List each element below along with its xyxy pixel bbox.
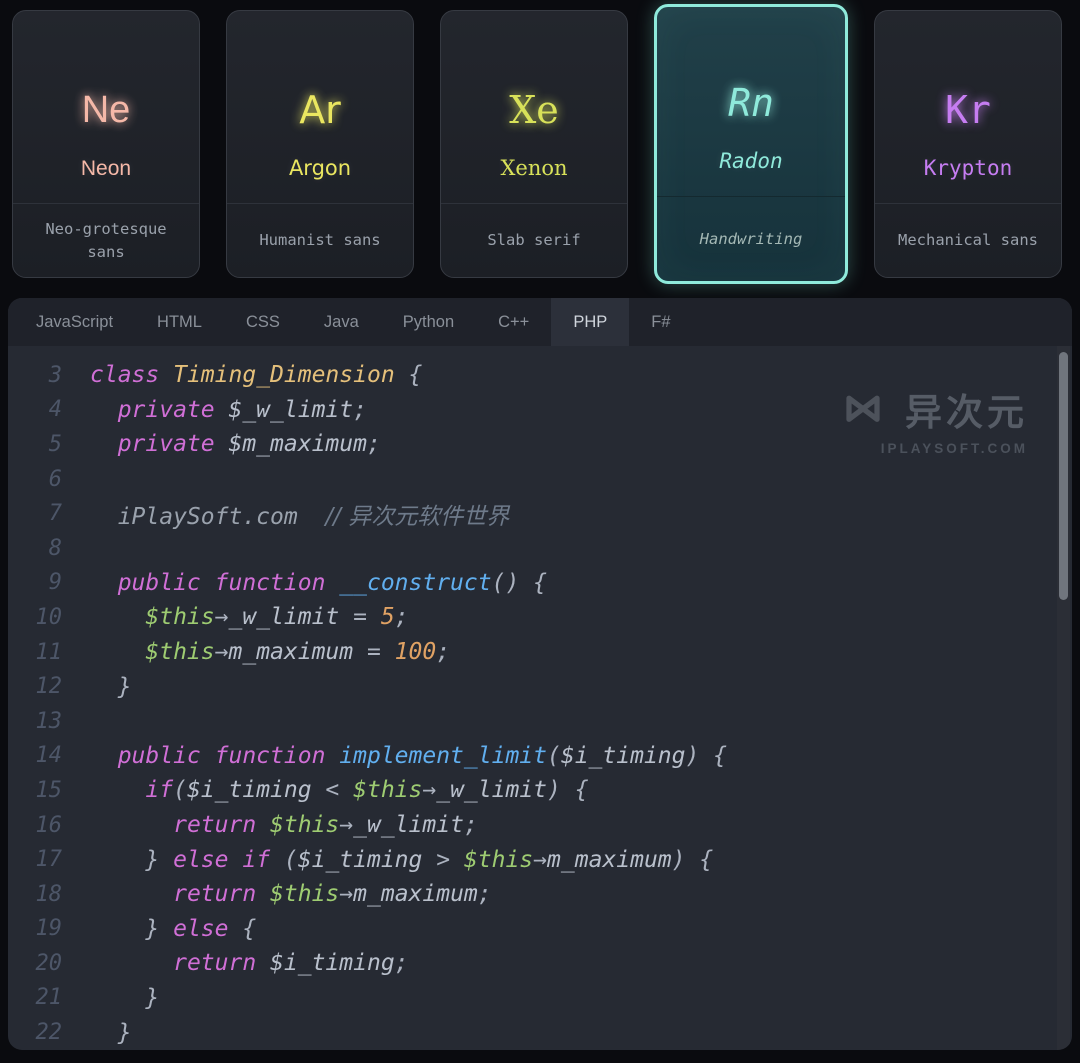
- font-description: Neo-grotesque sans: [45, 220, 167, 261]
- code-line: 14 public function implement_limit($i_tim…: [8, 739, 1072, 774]
- font-card-radon[interactable]: Rn Radon Handwriting: [654, 4, 848, 284]
- scrollbar-thumb[interactable]: [1059, 352, 1068, 600]
- font-card-xenon[interactable]: Xe Xenon Slab serif: [440, 10, 628, 278]
- code-area: 3 class Timing_Dimension { 4 private $_w_li…: [8, 346, 1072, 1050]
- tab-javascript[interactable]: JavaScript: [36, 312, 114, 331]
- font-card-neon-top: Ne Neon: [13, 11, 199, 204]
- font-family-cards: Ne Neon Neo-grotesque sans Ar Argon Huma…: [0, 0, 1080, 288]
- line-number: 9: [48, 570, 62, 596]
- code-text: }: [117, 1019, 132, 1046]
- code-editor-panel: JavaScript HTML CSS Java Python C++ PHP …: [8, 298, 1072, 1050]
- code-text: if($i_timing < $this→_w_limit) {: [145, 777, 589, 804]
- font-card-argon[interactable]: Ar Argon Humanist sans: [226, 10, 414, 278]
- code-line: 15 if($i_timing < $this→_w_limit) {: [8, 773, 1072, 808]
- line-number: 14: [35, 743, 63, 769]
- font-card-neon[interactable]: Ne Neon Neo-grotesque sans: [12, 10, 200, 278]
- line-number: 10: [35, 604, 63, 630]
- line-number: 17: [35, 847, 63, 873]
- element-symbol: Ar: [299, 88, 341, 132]
- code-line: 17 } else if ($i_timing > $this→m_maximum…: [8, 842, 1072, 877]
- font-card-krypton-top: Kr Krypton: [875, 11, 1061, 204]
- font-description: Mechanical sans: [898, 231, 1038, 250]
- code-text: } else {: [145, 915, 257, 942]
- code-text: iPlaySoft.com // 异次元软件世界: [117, 503, 510, 530]
- tab-css[interactable]: CSS: [245, 312, 280, 331]
- line-number: 7: [48, 501, 62, 527]
- font-card-argon-top: Ar Argon: [227, 11, 413, 204]
- line-number: 15: [35, 777, 63, 803]
- code-text: public function __construct() {: [117, 569, 547, 596]
- code-line: 21}: [8, 981, 1072, 1016]
- code-text: private $_w_limit;: [117, 396, 367, 423]
- line-number: 11: [35, 639, 63, 665]
- code-line: 8: [8, 531, 1072, 566]
- line-number: 8: [48, 535, 62, 561]
- language-tabs: JavaScript HTML CSS Java Python C++ PHP …: [8, 298, 1072, 346]
- code-text: } else if ($i_timing > $this→m_maximum) …: [145, 846, 714, 873]
- tab-cpp[interactable]: C++: [498, 312, 530, 331]
- code-line: 10 $this→_w_limit = 5;: [8, 600, 1072, 635]
- tab-html[interactable]: HTML: [157, 312, 202, 331]
- element-symbol: Ne: [81, 89, 131, 131]
- code-text: return $this→_w_limit;: [173, 812, 478, 839]
- line-number: 20: [35, 950, 63, 976]
- line-number: 3: [48, 362, 62, 388]
- code-line: 16 return $this→_w_limit;: [8, 808, 1072, 843]
- line-number: 13: [35, 708, 63, 734]
- code-text: $this→m_maximum = 100;: [145, 639, 451, 666]
- code-text: return $this→m_maximum;: [173, 881, 492, 908]
- line-number: 19: [35, 916, 63, 942]
- font-description: Humanist sans: [259, 231, 381, 250]
- code-line: 3 class Timing_Dimension {: [8, 358, 1072, 393]
- line-number: 18: [35, 881, 63, 907]
- code-line: 4 private $_w_limit;: [8, 393, 1072, 428]
- code-text: class Timing_Dimension {: [90, 362, 423, 389]
- font-card-xenon-top: Xe Xenon: [441, 11, 627, 204]
- code-text: $this→_w_limit = 5;: [145, 604, 409, 631]
- tab-python[interactable]: Python: [402, 312, 455, 331]
- font-card-radon-top: Rn Radon: [657, 7, 845, 197]
- code-line: 11 $this→m_maximum = 100;: [8, 635, 1072, 670]
- line-number: 5: [48, 431, 62, 457]
- font-name: Krypton: [923, 156, 1013, 180]
- code-text: public function implement_limit($i_timin…: [117, 742, 728, 769]
- line-number: 6: [48, 466, 62, 492]
- line-number: 12: [35, 674, 63, 700]
- font-description: Slab serif: [487, 231, 581, 250]
- element-symbol: Xe: [509, 88, 559, 132]
- tab-fsharp[interactable]: F#: [651, 312, 671, 331]
- font-name: Radon: [719, 149, 783, 173]
- code-lines: 3 class Timing_Dimension { 4 private $_w_li…: [8, 358, 1072, 1050]
- code-line: 5 private $m_maximum;: [8, 427, 1072, 462]
- code-line: 20 return $i_timing;: [8, 946, 1072, 981]
- line-number: 21: [35, 985, 63, 1011]
- scrollbar-track[interactable]: [1057, 346, 1070, 1050]
- code-text: return $i_timing;: [173, 950, 409, 977]
- code-line: 7 iPlaySoft.com // 异次元软件世界: [8, 496, 1072, 531]
- element-symbol: Rn: [728, 81, 774, 125]
- code-text: private $m_maximum;: [117, 431, 381, 458]
- code-text: }: [117, 673, 132, 700]
- font-name: Neon: [80, 157, 132, 180]
- code-line: 13: [8, 704, 1072, 739]
- font-card-krypton[interactable]: Kr Krypton Mechanical sans: [874, 10, 1062, 278]
- line-number: 16: [35, 812, 63, 838]
- code-line: 19 } else {: [8, 912, 1072, 947]
- code-line: 18 return $this→m_maximum;: [8, 877, 1072, 912]
- line-number: 22: [35, 1020, 63, 1046]
- tab-java[interactable]: Java: [323, 312, 359, 331]
- code-line: 9 public function __construct() {: [8, 566, 1072, 601]
- element-symbol: Kr: [945, 88, 991, 132]
- code-line: 22}: [8, 1015, 1072, 1050]
- font-description: Handwriting: [699, 229, 803, 248]
- line-number: 4: [48, 397, 62, 423]
- code-text: }: [145, 984, 160, 1011]
- font-name: Argon: [288, 156, 352, 180]
- font-name: Xenon: [500, 156, 568, 180]
- tab-php[interactable]: PHP: [551, 298, 630, 346]
- code-line: 12}: [8, 669, 1072, 704]
- code-line: 6: [8, 462, 1072, 497]
